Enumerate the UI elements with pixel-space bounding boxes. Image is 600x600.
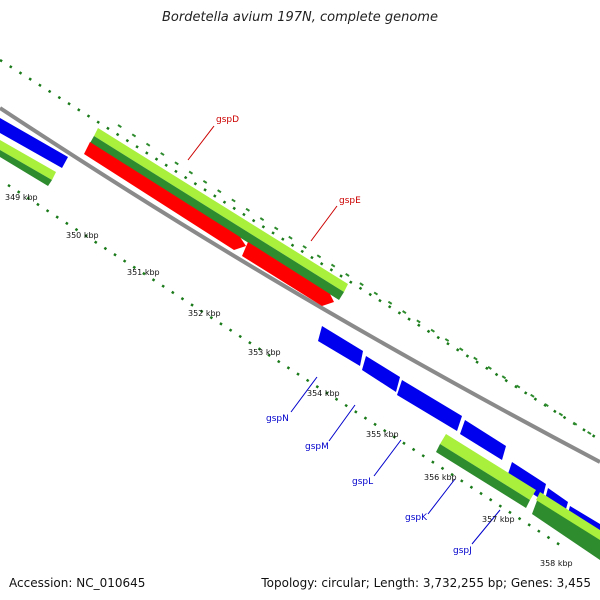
gene-label-gspL: gspL [352,477,373,487]
callout-gspJ [471,509,501,545]
outer-dotted-track [0,58,600,442]
topology-label: Topology: circular; Length: 3,732,255 bp… [261,576,591,590]
tick-label: 355 kbp [366,430,399,439]
gene-label-gspK: gspK [405,513,428,523]
gene-green-lower [436,434,600,560]
gene-gspD [90,128,348,300]
tick-label: 357 kbp [482,515,515,524]
tick-label: 349 kbp [5,193,38,202]
callout-gspD [187,125,215,161]
accession-label: Accession: NC_010645 [9,576,146,590]
callout-gspM [328,404,356,442]
gene-label-gspM: gspM [305,442,329,452]
callout-gspK [427,478,456,515]
outer-dashed-track [117,124,600,441]
tick-label: 352 kbp [188,309,221,318]
callout-gspL [373,439,402,477]
gene-label-gspE: gspE [339,196,361,206]
tick-label: 350 kbp [66,231,99,240]
gene-label-gspD: gspD [216,115,239,125]
gene-gspE [84,142,334,306]
gene-left-green [0,140,56,186]
genome-backbone [0,106,600,464]
tick-label: 354 kbp [307,389,340,398]
tick-label: 358 kbp [540,559,573,568]
map-title: Bordetella avium 197N, complete genome [162,10,438,25]
gene-blue-series [318,326,600,540]
gene-label-gspN: gspN [266,414,289,424]
tick-label: 356 kbp [424,473,457,482]
gene-left-blue [0,118,68,168]
callout-gspE [310,205,338,242]
callout-gspN [290,376,318,413]
gene-label-gspJ: gspJ [453,546,472,556]
tick-label: 353 kbp [248,348,281,357]
tick-label: 351 kbp [127,268,160,277]
